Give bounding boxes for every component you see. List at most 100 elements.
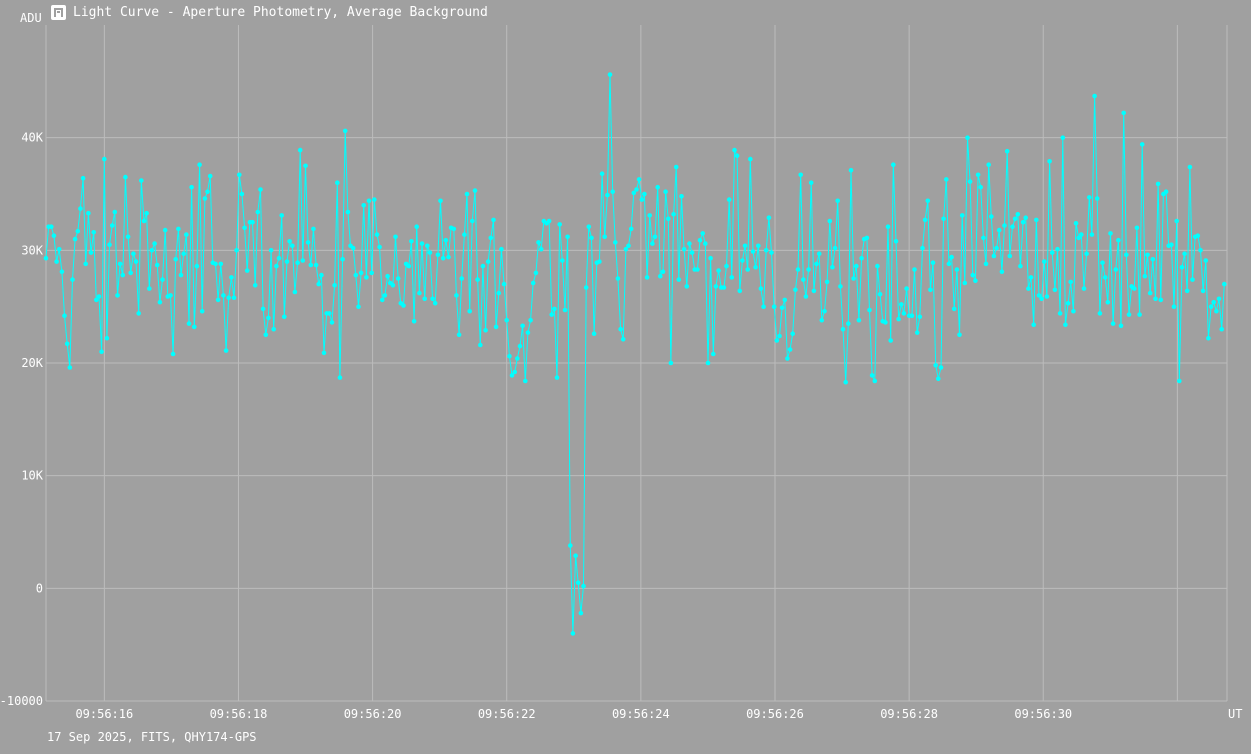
data-point xyxy=(936,376,941,382)
data-point xyxy=(512,369,517,375)
data-point xyxy=(282,314,287,320)
title-bar: Light Curve - Aperture Photometry, Avera… xyxy=(51,3,488,21)
data-point xyxy=(472,188,478,193)
data-point xyxy=(883,320,888,325)
data-point xyxy=(260,306,266,312)
data-point xyxy=(470,218,475,224)
footer-info: 17 Sep 2025, FITS, QHY174-GPS xyxy=(47,730,257,744)
data-point xyxy=(123,174,128,180)
data-point xyxy=(80,175,86,181)
data-point xyxy=(983,261,989,267)
data-point xyxy=(774,338,780,343)
data-point xyxy=(422,296,428,302)
data-point xyxy=(536,240,541,245)
data-point xyxy=(131,251,136,256)
data-point xyxy=(745,267,750,272)
data-point xyxy=(901,311,907,316)
data-point xyxy=(893,239,899,244)
data-point xyxy=(369,270,375,276)
data-point xyxy=(827,218,833,224)
data-point xyxy=(1158,297,1164,303)
data-point xyxy=(552,306,557,312)
data-point xyxy=(1150,257,1156,262)
data-point xyxy=(1145,252,1150,258)
data-point xyxy=(673,164,679,170)
data-point xyxy=(602,234,607,240)
data-point xyxy=(1147,290,1153,296)
x-tick-label: 09:56:18 xyxy=(210,707,268,721)
data-point xyxy=(54,259,59,264)
data-point xyxy=(438,198,443,204)
data-point xyxy=(1110,321,1116,326)
data-point xyxy=(978,184,983,190)
data-point xyxy=(244,268,250,273)
data-point xyxy=(414,224,420,229)
data-point xyxy=(488,235,494,241)
data-point xyxy=(1208,304,1214,310)
data-point xyxy=(1079,232,1084,237)
series-line xyxy=(45,74,1225,634)
data-point xyxy=(480,263,486,269)
data-point xyxy=(258,187,263,192)
data-point xyxy=(1076,235,1081,241)
y-axis-label: ADU xyxy=(20,11,42,25)
data-point xyxy=(300,258,306,263)
data-point xyxy=(605,192,610,198)
data-point xyxy=(578,610,584,616)
data-point xyxy=(583,285,589,290)
data-point xyxy=(899,302,904,307)
data-point xyxy=(329,320,335,325)
data-point xyxy=(697,237,703,243)
data-point xyxy=(162,227,168,233)
data-point xyxy=(1124,252,1129,258)
data-point xyxy=(96,294,102,299)
data-point xyxy=(1222,281,1227,287)
data-point xyxy=(117,261,123,267)
y-tick-labels: -10000 0 10K 20K 30K 40K xyxy=(0,131,44,708)
data-point xyxy=(1097,311,1103,316)
data-point xyxy=(202,196,208,201)
data-point xyxy=(885,224,891,229)
data-point xyxy=(451,226,457,232)
data-point xyxy=(557,222,562,227)
data-point xyxy=(917,314,923,320)
data-point xyxy=(1169,242,1174,247)
data-point xyxy=(173,257,178,262)
x-tick-label: 09:56:28 xyxy=(880,707,938,721)
y-tick-label: -10000 xyxy=(0,694,43,708)
data-point xyxy=(533,270,539,276)
data-point xyxy=(734,153,740,158)
data-point xyxy=(229,275,234,280)
data-point xyxy=(425,243,430,249)
data-point xyxy=(1171,304,1177,310)
y-tick-label: 10K xyxy=(21,469,43,483)
data-point xyxy=(205,189,210,194)
data-point xyxy=(655,184,660,190)
data-point xyxy=(358,270,364,276)
data-point xyxy=(769,250,774,255)
data-point xyxy=(946,261,952,267)
data-point xyxy=(218,261,224,267)
data-point xyxy=(1137,312,1142,317)
data-point xyxy=(1023,215,1028,220)
data-point xyxy=(215,297,221,303)
data-point xyxy=(268,248,274,253)
data-point xyxy=(599,171,605,176)
data-point xyxy=(160,277,165,282)
data-point xyxy=(803,294,809,299)
data-point xyxy=(75,228,81,234)
data-point xyxy=(109,223,115,228)
data-point xyxy=(284,259,290,264)
data-point xyxy=(43,255,49,261)
data-point xyxy=(1179,264,1185,270)
data-point xyxy=(941,216,946,222)
data-point xyxy=(843,379,848,385)
data-point xyxy=(607,72,613,77)
data-point xyxy=(184,232,189,237)
data-point xyxy=(263,332,269,338)
data-point xyxy=(981,235,986,241)
data-point xyxy=(748,156,753,162)
data-point xyxy=(454,293,459,298)
data-point xyxy=(591,331,597,337)
data-point xyxy=(798,172,803,178)
